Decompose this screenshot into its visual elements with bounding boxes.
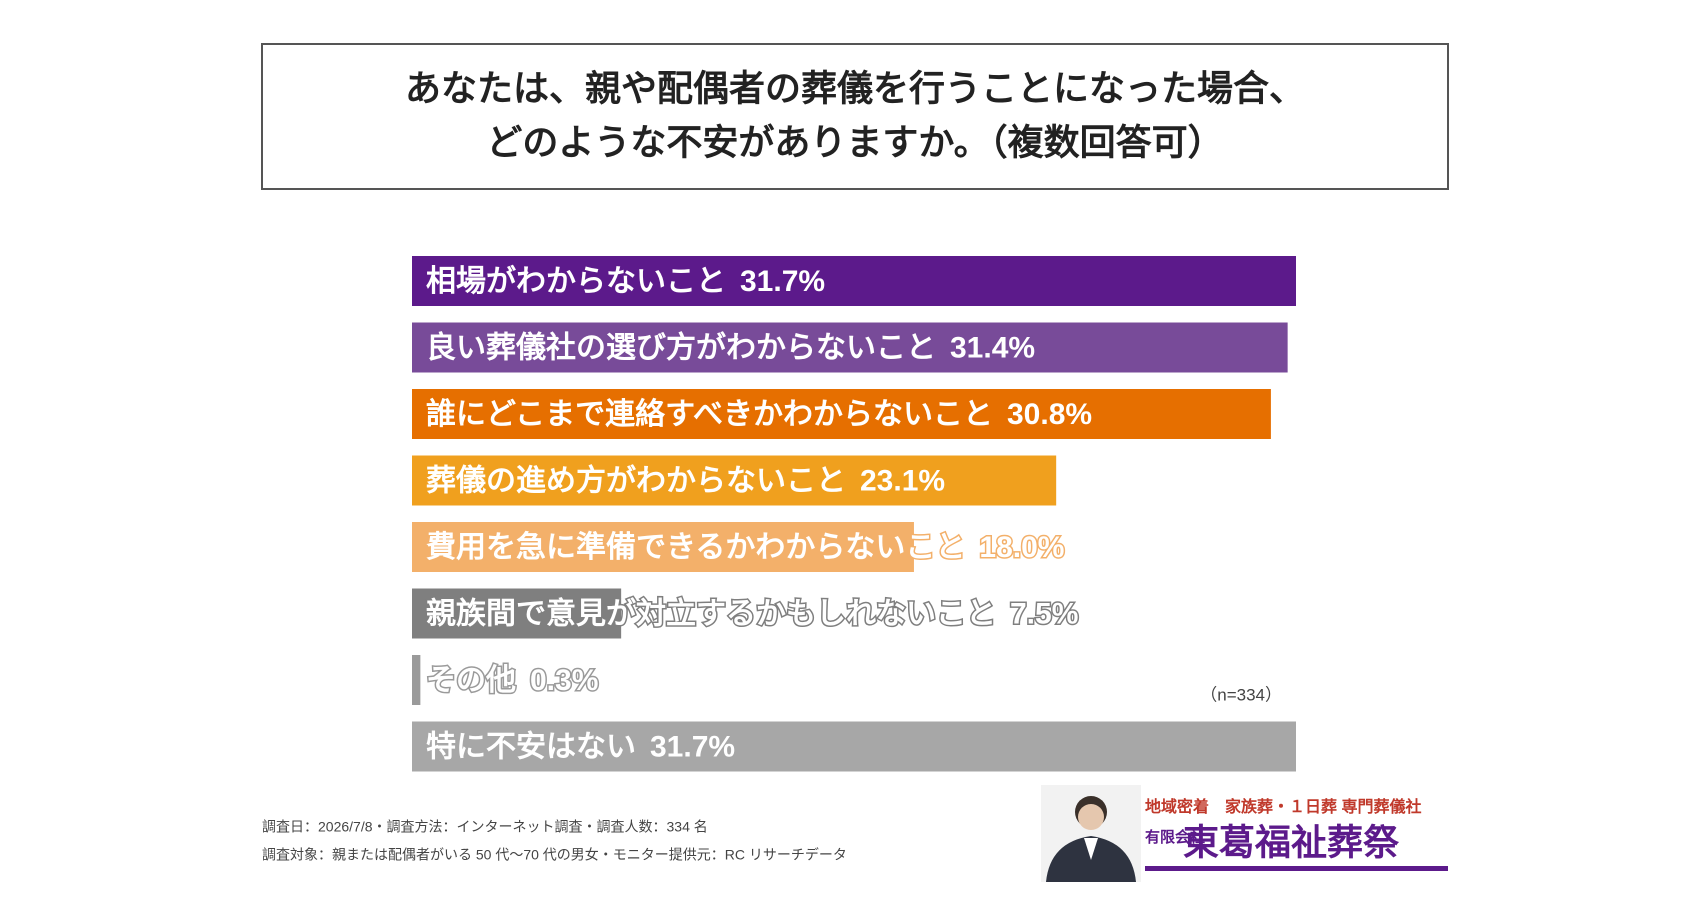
bar (412, 455, 1057, 506)
bar (412, 721, 1296, 772)
bar-label: 特に不安はない 31.7% (426, 730, 735, 763)
category-label: 良い葬儀社の選び方がわからないこと (426, 330, 936, 364)
footnote: 調査日：2026/7/8・調査方法：インターネット調査・調査人数：334 名 (262, 819, 708, 835)
bar-label: 葬儀の進め方がわからないこと 23.1% (426, 463, 945, 497)
bar (412, 522, 914, 572)
chart-title: あなたは、親や配偶者の葬儀を行うことになった場合、 (405, 68, 1305, 109)
category-label: 特に不安はない (426, 730, 636, 763)
value-label: 0.3% (530, 664, 598, 697)
bar-label: 相場がわからないこと 31.7% (426, 264, 825, 298)
category-label: 葬儀の進め方がわからないこと (426, 463, 846, 497)
value-label: 31.4% (950, 331, 1035, 364)
logo-underline (1145, 866, 1448, 871)
bar-label: 親族間で意見が対立するかもしれないこと 7.5% (426, 596, 1078, 630)
logo-tagline: 地域密着 家族葬・１日葬 専門葬儀社 (1145, 797, 1421, 816)
bar-label: 費用を急に準備できるかわからないこと 18.0% (426, 530, 1064, 564)
bar (412, 322, 1288, 373)
bar (412, 256, 1296, 306)
logo: 地域密着 家族葬・１日葬 専門葬儀社 有限会社 東葛福祉葬祭 (1041, 785, 1448, 882)
bar-label: 誰にどこまで連絡すべきかわからないこと 30.8% (426, 397, 1092, 431)
chart-title: どのような不安がありますか。（複数回答可） (486, 122, 1223, 163)
value-label: 23.1% (860, 464, 945, 497)
value-label: 31.7% (740, 265, 825, 298)
category-label: 親族間で意見が対立するかもしれないこと (426, 596, 996, 630)
photo-face (1078, 804, 1104, 830)
bar (412, 655, 421, 705)
bar (412, 389, 1271, 439)
value-label: 30.8% (1007, 398, 1092, 431)
bar-label: その他 0.3% (426, 664, 598, 697)
value-label: 18.0% (979, 531, 1064, 564)
bar-label: 良い葬儀社の選び方がわからないこと 31.4% (426, 330, 1035, 364)
category-label: その他 (426, 664, 516, 697)
title-box (261, 43, 1449, 190)
bar (412, 588, 622, 639)
footnote: 調査対象：親または配偶者がいる 50 代～70 代の男女・モニター提供元：RC … (262, 847, 847, 863)
sample-note: （n=334） (1200, 685, 1282, 704)
value-label: 31.7% (650, 730, 735, 763)
category-label: 相場がわからないこと (426, 264, 726, 298)
category-label: 費用を急に準備できるかわからないこと (426, 530, 965, 564)
value-label: 7.5% (1010, 597, 1078, 630)
category-label: 誰にどこまで連絡すべきかわからないこと (426, 397, 993, 431)
photo-shirt (1084, 838, 1098, 860)
logo-name: 東葛福祉葬祭 (1183, 822, 1400, 863)
logo-prefix: 有限会社 (1145, 828, 1205, 846)
